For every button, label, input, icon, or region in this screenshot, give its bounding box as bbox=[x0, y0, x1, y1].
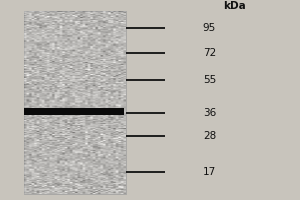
Text: 72: 72 bbox=[203, 48, 216, 58]
Bar bbox=[24, 11, 126, 194]
Text: 55: 55 bbox=[203, 75, 216, 85]
Text: 17: 17 bbox=[203, 167, 216, 177]
Text: kDa: kDa bbox=[223, 1, 245, 11]
Bar bbox=[24, 108, 124, 115]
Text: 36: 36 bbox=[203, 108, 216, 118]
Text: 28: 28 bbox=[203, 131, 216, 141]
Text: 95: 95 bbox=[203, 23, 216, 33]
